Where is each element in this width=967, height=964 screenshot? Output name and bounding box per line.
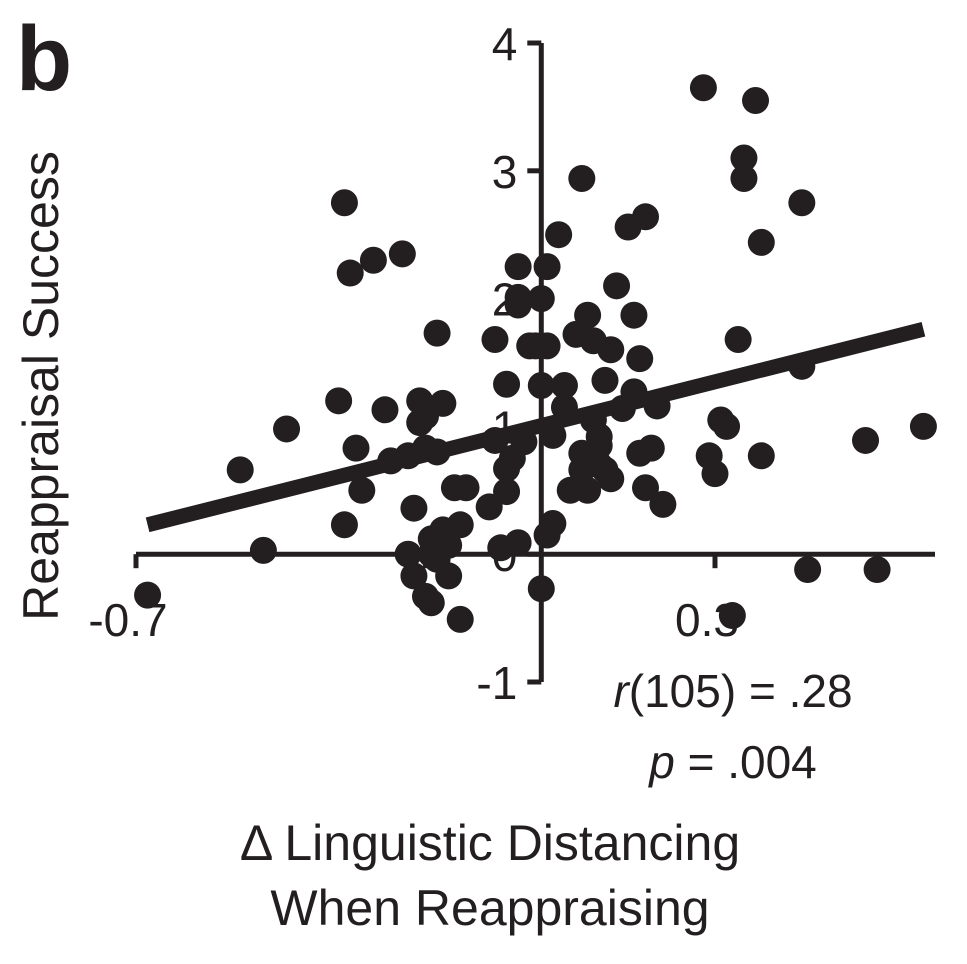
data-point	[713, 412, 741, 440]
y-tick-label-4: 4	[492, 18, 518, 70]
data-point	[718, 602, 746, 630]
data-point	[632, 203, 660, 231]
y-axis-label: Reappraisal Success	[13, 151, 69, 621]
data-point	[620, 301, 648, 329]
data-point	[730, 144, 758, 172]
data-point	[545, 221, 573, 249]
data-point	[533, 253, 561, 281]
data-point	[632, 474, 660, 502]
fit-line-group	[145, 321, 926, 533]
p-statistic: p = .004	[647, 736, 817, 788]
data-point	[226, 456, 254, 484]
data-point	[730, 164, 758, 192]
x-axis-label-line-1: Δ Linguistic Distancing	[240, 815, 740, 871]
data-point	[348, 476, 376, 504]
y-tick-label-3: 3	[492, 146, 518, 198]
x-axis-label-line-2: When Reappraising	[270, 880, 709, 936]
data-point	[400, 494, 428, 522]
data-point	[134, 581, 162, 609]
data-point	[701, 460, 729, 488]
data-point	[481, 325, 509, 353]
data-point	[435, 562, 463, 590]
data-point	[359, 246, 387, 274]
data-point	[591, 366, 619, 394]
r-value: (105) = .28	[629, 665, 853, 717]
data-point	[852, 426, 880, 454]
data-point	[527, 285, 555, 313]
data-point	[527, 372, 555, 400]
data-point	[493, 478, 521, 506]
data-point	[249, 536, 277, 564]
data-point	[400, 562, 428, 590]
data-point	[550, 372, 578, 400]
data-point	[649, 490, 677, 518]
data-point	[423, 319, 451, 347]
data-point	[574, 476, 602, 504]
panel-label: b	[16, 8, 72, 110]
data-point	[597, 336, 625, 364]
data-point	[863, 556, 891, 584]
data-point	[435, 531, 463, 559]
data-point	[504, 529, 532, 557]
data-point	[794, 556, 822, 584]
p-value: = .004	[675, 736, 817, 788]
data-point	[394, 540, 422, 568]
data-point	[527, 575, 555, 603]
data-point	[342, 434, 370, 462]
data-point	[429, 389, 457, 417]
data-point	[273, 415, 301, 443]
fit-line	[145, 321, 926, 533]
data-point	[637, 434, 665, 462]
data-point	[417, 589, 445, 617]
data-point	[493, 370, 521, 398]
data-point	[446, 511, 474, 539]
data-point	[475, 493, 503, 521]
data-point	[539, 510, 567, 538]
data-point	[504, 253, 532, 281]
data-point	[724, 325, 752, 353]
data-point	[568, 164, 596, 192]
data-point	[626, 345, 654, 373]
data-point	[371, 396, 399, 424]
data-point	[388, 240, 416, 268]
data-point	[603, 272, 631, 300]
data-point	[788, 189, 816, 217]
data-point	[330, 511, 358, 539]
data-point	[452, 474, 480, 502]
data-point	[504, 283, 532, 311]
data-point	[597, 465, 625, 493]
data-point	[574, 301, 602, 329]
data-point	[689, 74, 717, 102]
data-point	[585, 423, 613, 451]
data-point	[533, 332, 561, 360]
p-symbol: p	[647, 736, 675, 788]
data-point	[330, 189, 358, 217]
data-point	[909, 412, 937, 440]
data-point	[336, 259, 364, 287]
data-point	[446, 605, 474, 633]
r-symbol: r	[613, 665, 630, 717]
r-statistic: r(105) = .28	[613, 665, 852, 717]
y-tick-label--1: -1	[476, 657, 517, 709]
data-point	[325, 387, 353, 415]
data-point	[747, 442, 775, 470]
data-point	[742, 87, 770, 115]
data-point	[747, 228, 775, 256]
